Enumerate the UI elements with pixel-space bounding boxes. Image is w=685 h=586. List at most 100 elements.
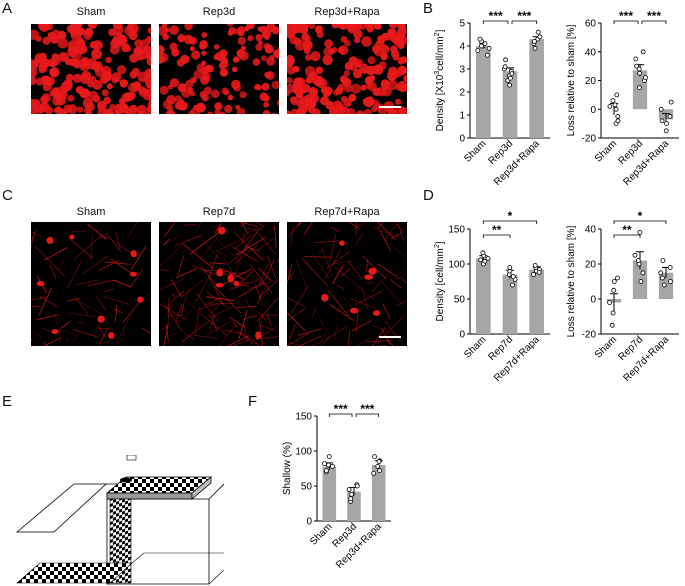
neurite xyxy=(372,227,400,238)
cell-blob xyxy=(333,89,340,96)
cell-blob xyxy=(259,92,268,101)
neurite xyxy=(290,226,294,246)
data-point xyxy=(537,34,543,40)
cell-blob xyxy=(137,110,144,114)
neurite xyxy=(195,274,211,303)
y-tick-label: 0 xyxy=(306,517,312,528)
data-point xyxy=(640,270,646,276)
neurite xyxy=(238,310,248,340)
cell-blob xyxy=(127,24,134,29)
data-point xyxy=(611,287,617,293)
data-point xyxy=(482,41,488,47)
significance-bracket xyxy=(613,234,641,238)
bar-rep3d-rapa xyxy=(529,39,544,138)
neurite xyxy=(287,342,305,346)
y-tick-label: 100 xyxy=(448,260,465,271)
neurite xyxy=(232,339,251,346)
neurite xyxy=(95,295,106,310)
data-point xyxy=(634,63,639,69)
neurite xyxy=(209,262,227,265)
cell-blob xyxy=(224,104,233,113)
cell-blob xyxy=(236,107,246,114)
neurite xyxy=(128,222,138,237)
cell-blob xyxy=(177,33,186,43)
neurite xyxy=(242,287,253,316)
neurite xyxy=(177,255,184,276)
cell-blob xyxy=(47,31,56,40)
bar-rep3d xyxy=(347,491,361,521)
neurite xyxy=(224,258,237,279)
neurite xyxy=(233,321,238,328)
cell-blob xyxy=(113,103,125,114)
neurite xyxy=(239,222,258,228)
x-category-label: Sham xyxy=(462,334,488,360)
significance-bracket xyxy=(482,220,538,224)
neurite xyxy=(394,277,401,280)
data-point xyxy=(668,99,674,105)
cell-blob xyxy=(201,93,210,102)
neurite xyxy=(189,232,219,255)
neurite xyxy=(259,320,263,346)
neurite xyxy=(204,296,224,306)
neurite xyxy=(219,267,245,280)
cell-blob xyxy=(167,110,173,114)
neurite xyxy=(222,329,245,335)
significance-bracket xyxy=(355,413,380,417)
data-point xyxy=(643,75,648,80)
neurons-c-sham xyxy=(31,222,151,346)
neurite xyxy=(213,285,242,314)
data-point xyxy=(348,496,354,501)
neurite xyxy=(67,260,82,289)
neurite xyxy=(159,269,170,271)
cell-dots-a-sham xyxy=(31,24,151,114)
neurite xyxy=(289,224,298,237)
cell-blob xyxy=(380,52,388,61)
neurite xyxy=(250,247,265,262)
image-title-a-sham: Sham xyxy=(76,6,106,18)
neurite xyxy=(208,276,224,306)
neurite xyxy=(347,260,363,280)
cell-blob xyxy=(261,82,270,91)
neurite xyxy=(182,344,184,346)
neurons-c-rep7d xyxy=(159,222,279,346)
neurite xyxy=(36,314,60,321)
cell-blob xyxy=(226,24,234,27)
neurite xyxy=(233,231,263,261)
cell-blob xyxy=(166,105,174,112)
neurite xyxy=(331,260,353,265)
cell-blob xyxy=(271,26,279,35)
cell-blob xyxy=(277,46,279,52)
micrograph-a-sham xyxy=(31,24,151,114)
cell-blob xyxy=(177,83,187,93)
neurite xyxy=(256,222,264,227)
neurite xyxy=(210,315,218,333)
panel-letter-c: C xyxy=(2,187,13,204)
neurite xyxy=(328,234,337,264)
neurite xyxy=(71,230,87,233)
micrograph-a-rep3d-rapa xyxy=(287,24,407,114)
cell-blob xyxy=(34,103,45,114)
y-tick-label: 150 xyxy=(448,225,465,236)
micrograph-a-rep3d xyxy=(159,24,279,114)
significance-label: *** xyxy=(489,9,503,23)
cell-blob xyxy=(63,79,73,88)
data-point xyxy=(475,48,481,53)
cell-blob xyxy=(77,43,88,55)
cell-blob xyxy=(397,26,407,37)
significance-bracket xyxy=(511,20,538,24)
neurite xyxy=(76,300,103,315)
data-point xyxy=(377,468,382,473)
neurite xyxy=(220,272,247,276)
cell-blob xyxy=(346,108,356,114)
neurite xyxy=(362,255,387,280)
neurite xyxy=(181,320,210,342)
y-tick-label: 0 xyxy=(590,105,596,116)
cell-blob xyxy=(210,89,220,99)
cell-blob xyxy=(180,54,190,64)
cell-blob xyxy=(392,54,400,61)
cell-blob xyxy=(360,84,367,91)
neurite xyxy=(256,296,279,322)
neurite xyxy=(163,222,176,237)
